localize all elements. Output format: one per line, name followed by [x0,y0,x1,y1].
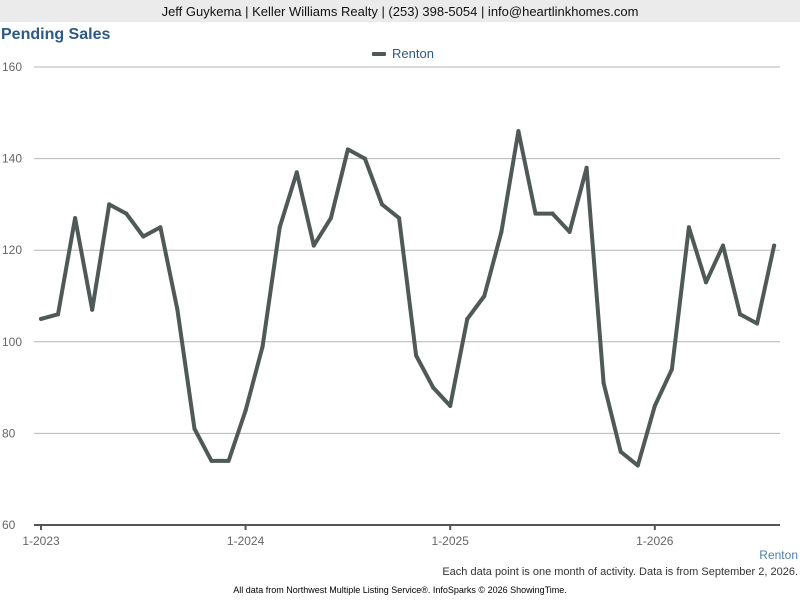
data-point [397,216,402,221]
data-point [124,211,129,216]
data-point [294,170,299,175]
data-point [226,458,231,463]
data-point [482,294,487,298]
data-point [414,353,419,358]
data-point [772,243,777,248]
data-point [567,229,572,234]
series-line-renton [39,129,777,468]
data-point [243,408,248,413]
data-point [635,463,640,468]
data-point [158,225,163,230]
data-point [601,381,606,386]
data-point [328,216,333,221]
data-point [448,403,453,408]
data-point [550,211,555,216]
data-point [39,316,43,321]
data-point [669,367,674,372]
chart-title: Pending Sales [1,26,111,43]
legend-label-renton: Renton [392,46,434,61]
data-point [260,344,265,349]
y-tick-label: 80 [2,426,16,440]
data-note: Each data point is one month of activity… [442,566,798,578]
data-point [209,458,214,463]
data-point [175,307,180,312]
y-tick-label: 140 [2,152,22,166]
y-tick-label: 160 [2,60,22,74]
chart-legend: Renton [372,46,434,61]
data-point [465,316,470,321]
data-point [738,312,743,317]
data-point [703,280,708,285]
data-point [311,243,316,248]
data-source: All data from Northwest Multiple Listing… [233,585,567,595]
data-point [499,229,504,234]
data-point [141,234,146,239]
data-point [362,156,367,161]
data-point [721,243,725,248]
data-point [192,426,197,431]
data-point [56,312,61,317]
agent-contact-bar: Jeff Guykema | Keller Williams Realty | … [0,0,800,22]
footer-series-label: Renton [759,548,798,562]
data-point [584,165,589,170]
data-point [533,211,538,216]
agent-contact-text: Jeff Guykema | Keller Williams Realty | … [161,3,639,19]
x-tick-label: 1-2026 [636,534,674,548]
data-point [618,449,623,454]
data-point [755,321,760,326]
x-tick-label: 1-2024 [227,534,265,548]
pending-sales-chart: 60 80 100 120 140 160 1-2023 1-2024 1-2025 1-2026 [2,60,780,548]
y-tick-label: 120 [2,243,22,257]
data-point [431,385,436,390]
data-point [516,129,521,134]
x-tick-label: 1-2025 [432,534,470,548]
data-point [345,147,350,152]
data-point [652,403,657,408]
data-point [73,216,78,221]
data-point [380,202,384,207]
legend-swatch [372,51,386,56]
data-point [686,225,691,230]
data-point [90,307,95,312]
data-point [107,202,112,207]
y-tick-label: 100 [2,335,22,349]
data-point [277,225,282,230]
y-tick-label: 60 [2,518,16,532]
x-tick-label: 1-2023 [22,534,60,548]
